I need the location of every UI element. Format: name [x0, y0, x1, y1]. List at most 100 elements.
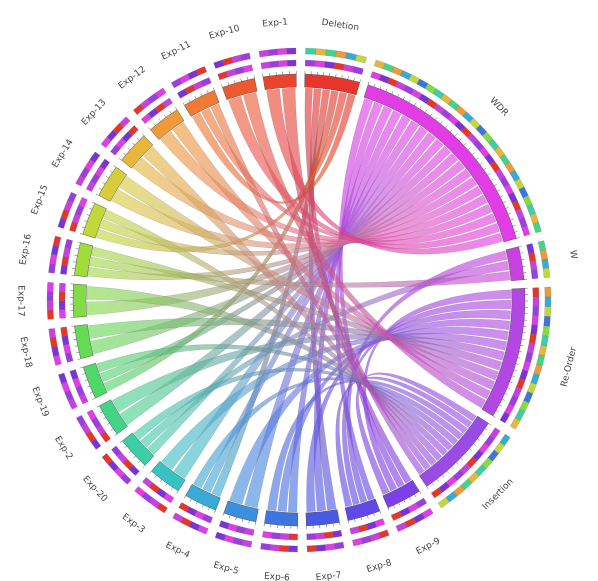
segment-arc[interactable]	[184, 90, 220, 117]
segment-arc[interactable]	[82, 362, 108, 399]
tick-mark	[241, 518, 244, 522]
tick-mark	[128, 450, 132, 454]
outer-track-cell	[332, 530, 343, 538]
segment-arc[interactable]	[74, 242, 94, 278]
segment-arc[interactable]	[264, 510, 298, 527]
tick-mark	[431, 482, 434, 486]
segment-arc[interactable]	[150, 109, 185, 140]
tick-mark	[414, 102, 417, 106]
outer-track-cell	[217, 71, 228, 80]
segment-arc[interactable]	[98, 166, 128, 202]
segment-arc[interactable]	[418, 415, 489, 487]
tick-mark	[419, 491, 422, 494]
segment-arc[interactable]	[185, 483, 221, 511]
segment-arc[interactable]	[305, 509, 340, 527]
segment-arc[interactable]	[223, 500, 259, 523]
segment-arc[interactable]	[72, 283, 87, 318]
tick-mark	[113, 165, 117, 168]
outer-track-cell	[241, 539, 253, 548]
tick-mark	[507, 387, 511, 389]
outer-track-cell	[142, 477, 153, 488]
tick-mark	[149, 471, 152, 474]
tick-mark	[441, 474, 445, 478]
segment-arc[interactable]	[262, 73, 297, 91]
outer-track-cell	[333, 62, 345, 71]
tick-mark	[73, 338, 77, 340]
tick-mark	[424, 109, 427, 113]
outer-track-cell	[333, 541, 345, 550]
segment-arc[interactable]	[82, 202, 107, 239]
outer-track-cell	[59, 309, 66, 319]
tick-mark	[208, 507, 210, 511]
tick-mark	[408, 99, 411, 103]
outer-track-cell	[315, 544, 326, 552]
outer-track-cell	[64, 352, 74, 363]
tick-mark	[484, 428, 488, 431]
tick-mark	[194, 96, 197, 99]
segment-label: W	[567, 249, 578, 260]
outer-track-cell	[58, 300, 66, 310]
segment-arc[interactable]	[222, 78, 258, 100]
tick-mark	[391, 91, 394, 95]
segment-arc[interactable]	[121, 432, 155, 466]
outer-track-cell	[528, 251, 536, 262]
outer-track-cell	[89, 151, 101, 163]
segment-arc[interactable]	[382, 479, 420, 509]
segment-label: Exp-7	[315, 571, 342, 581]
outer-track-cell	[51, 346, 60, 357]
segment-arc[interactable]	[481, 288, 526, 417]
outer-track-cell	[49, 254, 58, 265]
tick-mark	[521, 338, 525, 340]
tick-mark	[517, 357, 521, 359]
tick-mark	[188, 99, 191, 103]
tick-mark	[201, 504, 204, 508]
outer-track-cell	[305, 47, 317, 55]
tick-mark	[354, 519, 356, 523]
outer-track-cell	[86, 409, 97, 421]
outer-track-cell	[286, 47, 297, 55]
segment-arc[interactable]	[74, 324, 94, 360]
tick-mark	[87, 385, 91, 388]
tick-mark	[200, 93, 203, 96]
segment-arc[interactable]	[121, 135, 154, 169]
segment-arc[interactable]	[363, 84, 517, 243]
tick-mark	[248, 520, 250, 524]
outer-track-cell	[530, 373, 540, 385]
outer-track-cell	[242, 64, 254, 73]
tick-mark	[505, 207, 509, 209]
tick-mark	[373, 83, 376, 87]
tick-mark	[106, 422, 110, 425]
tick-mark	[469, 448, 472, 451]
tick-mark	[387, 507, 390, 511]
segment-arc[interactable]	[344, 498, 381, 521]
tick-mark	[504, 393, 508, 395]
tick-mark	[165, 483, 168, 487]
tick-mark	[233, 80, 236, 84]
outer-track-cell	[213, 59, 225, 69]
tick-mark	[102, 182, 106, 185]
outer-track-cell	[269, 60, 280, 68]
tick-mark	[77, 358, 81, 360]
tick-mark	[189, 498, 192, 502]
outer-track-cell	[101, 453, 113, 465]
tick-mark	[153, 122, 156, 126]
outer-track-cell	[390, 511, 403, 521]
outer-track-cell	[357, 523, 369, 533]
tick-mark	[446, 470, 449, 474]
outer-track-cell	[306, 533, 316, 540]
outer-track-cell	[59, 282, 66, 293]
tick-mark	[520, 344, 524, 346]
tick-mark	[481, 433, 484, 436]
segment-label: Exp-15	[30, 183, 51, 216]
segment-arc[interactable]	[505, 246, 525, 282]
segment-arc[interactable]	[304, 73, 361, 96]
tick-mark	[77, 241, 81, 243]
outer-track-cell	[48, 328, 56, 339]
segment-arc[interactable]	[98, 399, 128, 435]
outer-track-cell	[69, 369, 79, 380]
segment-label: Exp-13	[80, 98, 109, 128]
outer-track-layer	[46, 47, 552, 553]
segment-arc[interactable]	[151, 460, 186, 492]
outer-track-cell	[531, 315, 539, 326]
